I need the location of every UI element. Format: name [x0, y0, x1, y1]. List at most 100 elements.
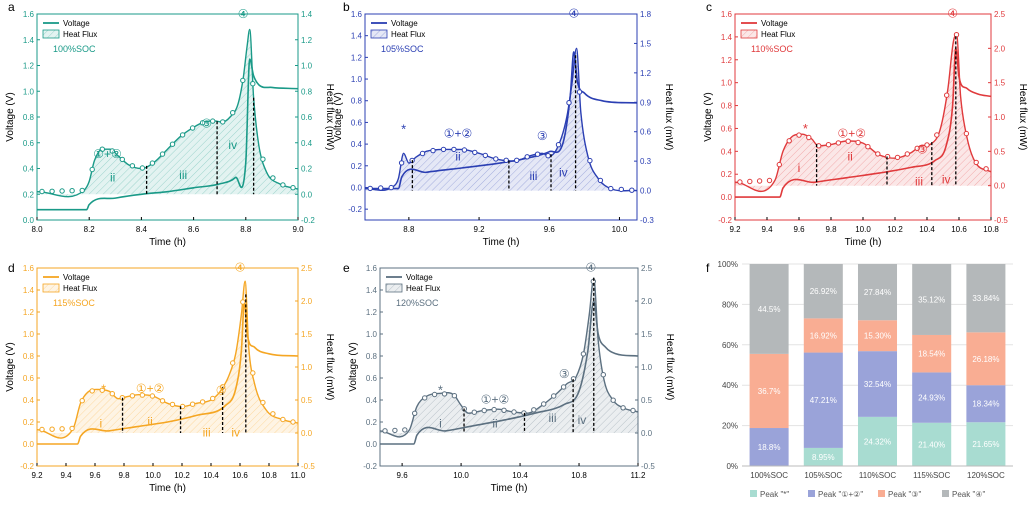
heat-flux-marker — [541, 401, 547, 407]
y-left-tick-label: 1.2 — [23, 62, 35, 71]
y-left-tick-label: 0.8 — [23, 352, 35, 361]
bar-segment — [749, 264, 789, 354]
heat-flux-area — [380, 277, 638, 437]
y-right-tick-label: -0.5 — [301, 462, 315, 471]
heat-flux-marker — [441, 391, 448, 397]
bar-value-label: 8.95% — [812, 453, 835, 462]
y-left-tick-label: 1.6 — [23, 10, 35, 19]
heat-flux-marker — [99, 387, 105, 393]
heat-flux-marker — [511, 409, 517, 415]
peak-annotation: ①+② — [136, 381, 165, 395]
y-right-tick-label: 2.5 — [301, 264, 313, 273]
heat-flux-marker — [875, 151, 881, 157]
y-tick-label: 80% — [722, 300, 738, 309]
peak-annotation: iv — [559, 166, 568, 180]
heat-flux-marker — [199, 120, 206, 126]
x-axis-label: Time (h) — [149, 483, 186, 494]
heat-flux-marker — [179, 132, 186, 138]
bar-segment — [749, 353, 789, 429]
bar-segment — [966, 422, 1006, 466]
panel-letter: d — [8, 261, 15, 275]
voltage-line — [37, 300, 299, 445]
x-tick-label: 8.0 — [31, 225, 43, 234]
y-right-tick-label: 0.8 — [301, 87, 313, 96]
heat-flux-marker — [89, 166, 95, 173]
x-tick-label: 11.2 — [631, 471, 647, 480]
legend-heat-flux-swatch — [42, 29, 60, 39]
soc-label: 105%SOC — [381, 44, 424, 54]
heat-flux-marker — [250, 370, 256, 376]
bar-value-label: 47.21% — [810, 396, 837, 405]
legend-voltage-label: Voltage — [63, 19, 90, 28]
panel-b: b 8.8 9.2 9.6 10.0 -0.2 0.0 0.2 0.4 0.6 0.8 1.0 1.2 1… — [333, 0, 674, 248]
peak-annotation: ii — [110, 170, 115, 184]
heat-flux-marker — [835, 140, 842, 146]
bar-value-label: 16.92% — [810, 331, 837, 340]
legend-heat-flux-swatch — [385, 283, 403, 293]
heat-flux-marker — [566, 100, 572, 106]
y-tick-label: 100% — [718, 260, 738, 269]
y-left-tick-label: 1.4 — [721, 33, 733, 42]
heat-flux-marker — [944, 92, 950, 98]
x-tick-label: 10.0 — [145, 471, 161, 480]
heat-flux-marker — [503, 157, 509, 164]
x-tick-label: 9.8 — [118, 471, 130, 480]
heat-flux-marker — [560, 384, 567, 390]
y-left-tick-label: -0.2 — [363, 462, 377, 471]
heat-flux-marker — [210, 118, 216, 124]
y-left-tick-label: 1.4 — [23, 286, 35, 295]
heat-flux-marker — [737, 179, 743, 185]
voltage-line — [735, 47, 992, 198]
y-right-tick-label: 0.3 — [640, 157, 652, 166]
x-tick-label: 8.8 — [240, 225, 252, 234]
y-left-tick-label: 1.2 — [23, 308, 35, 317]
y-right-tick-label: 1.5 — [994, 79, 1006, 88]
bar-segment — [912, 334, 952, 373]
y-left-tick-label: 0.4 — [23, 396, 35, 405]
soc-label: 100%SOC — [53, 44, 96, 54]
x-tick-label: 10.8 — [261, 471, 277, 480]
bar-segment — [749, 428, 789, 466]
peak-annotation: iii — [179, 168, 187, 182]
heat-flux-marker — [280, 182, 286, 188]
heat-flux-marker — [451, 146, 457, 153]
peak-annotation: ③ — [917, 143, 928, 157]
heat-flux-marker — [392, 427, 398, 434]
y-right-tick-label: -0.3 — [640, 216, 654, 225]
x-tick-label: 11.0 — [291, 471, 307, 480]
bar-value-label: 24.93% — [918, 394, 945, 403]
x-tick-label: 10.6 — [951, 225, 967, 234]
heat-flux-area — [37, 29, 298, 197]
y-left-tick-label: 0.2 — [23, 190, 35, 199]
legend-swatch — [942, 490, 949, 497]
heat-flux-marker — [825, 142, 832, 148]
y-left-tick-label: 0.6 — [23, 139, 35, 148]
heat-flux-marker — [240, 299, 246, 305]
peak-annotation: i — [798, 161, 801, 175]
heat-flux-marker — [471, 409, 477, 415]
heat-flux-marker — [431, 391, 438, 398]
y-right-tick-label: 0.4 — [301, 139, 313, 148]
y-left-tick-label: -0.2 — [348, 205, 362, 214]
y-left-axis-label: Voltage (V) — [5, 92, 16, 141]
heat-flux-marker — [149, 393, 156, 399]
heat-flux-area — [735, 34, 991, 192]
heat-flux-marker — [109, 148, 116, 154]
peak-annotation: ③ — [216, 384, 227, 398]
heat-flux-marker — [501, 407, 507, 413]
bar-value-label: 36.7% — [758, 387, 781, 396]
heat-flux-marker — [845, 138, 851, 144]
y-left-tick-label: 0.0 — [351, 183, 363, 192]
x-axis-label: Time (h) — [149, 237, 186, 248]
bar-value-label: 44.5% — [758, 305, 781, 314]
heat-flux-marker — [260, 156, 266, 162]
y-left-tick-label: 1.4 — [23, 36, 35, 45]
y-right-tick-label: 2.0 — [994, 44, 1006, 53]
heat-flux-marker — [419, 150, 426, 157]
y-right-tick-label: 1.5 — [301, 330, 313, 339]
peak-annotation: iv — [942, 172, 951, 186]
y-tick-label: 0% — [726, 462, 738, 471]
heat-flux-marker — [934, 132, 940, 138]
y-right-tick-label: 1.4 — [301, 10, 313, 19]
